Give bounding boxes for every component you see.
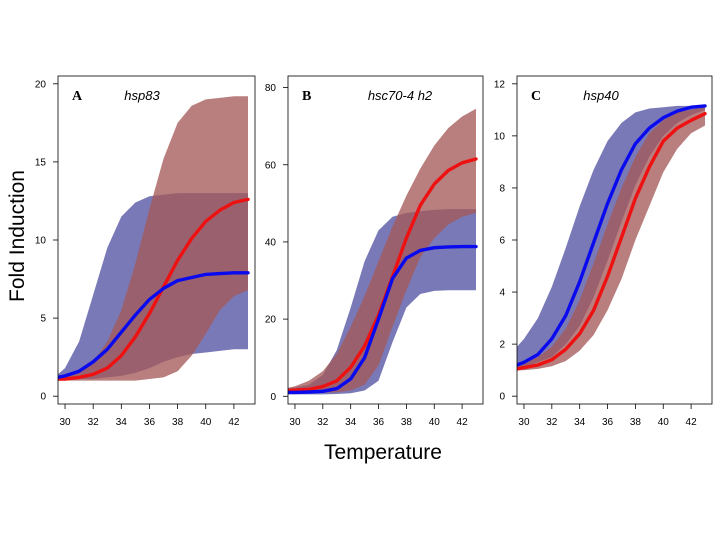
- y-tick-label: 40: [265, 237, 277, 248]
- red-confidence-band: [58, 96, 248, 381]
- panel-c: 30 32 34 36 38 40 42 0 2 4 6 8 10 12 C hsp40: [494, 75, 713, 428]
- panel-letter: C: [531, 89, 541, 104]
- red-confidence-band: [288, 108, 476, 394]
- y-tick-label: 0: [270, 392, 276, 403]
- y-tick-label: 80: [265, 83, 277, 94]
- blue-curve: [58, 271, 250, 380]
- y-tick-label: 10: [494, 131, 506, 142]
- x-tick-label: 30: [289, 417, 301, 428]
- x-tick-label: 42: [228, 417, 240, 428]
- y-tick-label: 2: [499, 340, 505, 351]
- y-tick-label: 60: [265, 160, 277, 171]
- x-tick-label: 38: [172, 417, 184, 428]
- panel-letter: A: [72, 89, 83, 104]
- panel-title: hsc70-4 h2: [368, 88, 433, 103]
- x-tick-label: 40: [200, 417, 212, 428]
- x-tick-label: 32: [546, 417, 558, 428]
- y-tick-label: 12: [494, 79, 506, 90]
- y-tick-label: 10: [35, 236, 47, 247]
- y-tick-label: 0: [499, 392, 505, 403]
- panel-title: hsp40: [583, 88, 619, 103]
- x-tick-label: 34: [116, 417, 128, 428]
- x-tick-label: 34: [345, 417, 357, 428]
- plot-area: [517, 104, 707, 371]
- x-tick-label: 36: [144, 417, 156, 428]
- x-tick-label: 36: [373, 417, 385, 428]
- y-tick-label: 6: [499, 236, 505, 247]
- blue-curve: [288, 244, 478, 395]
- x-tick-label: 42: [457, 417, 469, 428]
- x-tick-label: 32: [317, 417, 329, 428]
- y-tick-label: 20: [265, 315, 277, 326]
- x-axis-title: Temperature: [324, 441, 442, 464]
- panel-b: 30 32 34 36 38 40 42 0 20 40 60 80 B hsc70-4 h2: [265, 75, 484, 428]
- y-tick-label: 20: [35, 79, 47, 90]
- red-confidence-band: [517, 107, 705, 371]
- x-tick-label: 42: [686, 417, 698, 428]
- y-tick-label: 5: [40, 314, 46, 325]
- x-tick-label: 38: [630, 417, 642, 428]
- y-tick-label: 4: [499, 288, 505, 299]
- plot-frame: [287, 75, 484, 405]
- x-tick-label: 30: [518, 417, 530, 428]
- x-tick-label: 40: [658, 417, 670, 428]
- plot-area: [288, 108, 478, 395]
- panel-letter: B: [302, 89, 311, 104]
- plot-area: [58, 96, 250, 381]
- x-tick-label: 30: [59, 417, 71, 428]
- blue-curve: [517, 104, 707, 367]
- red-curve: [58, 197, 250, 381]
- panel-title: hsp83: [124, 88, 160, 103]
- x-tick-label: 38: [401, 417, 413, 428]
- y-tick-label: 0: [40, 392, 46, 403]
- x-tick-label: 40: [429, 417, 441, 428]
- x-tick-label: 34: [574, 417, 586, 428]
- panel-a: 30 32 34 36 38 40 42 0 5 10 15 20 A hsp83: [35, 75, 256, 428]
- red-curve: [517, 112, 707, 371]
- y-tick-label: 15: [35, 157, 47, 168]
- y-axis-title: Fold Induction: [6, 170, 29, 302]
- x-tick-label: 32: [88, 417, 100, 428]
- y-tick-label: 8: [499, 183, 505, 194]
- x-tick-label: 36: [602, 417, 614, 428]
